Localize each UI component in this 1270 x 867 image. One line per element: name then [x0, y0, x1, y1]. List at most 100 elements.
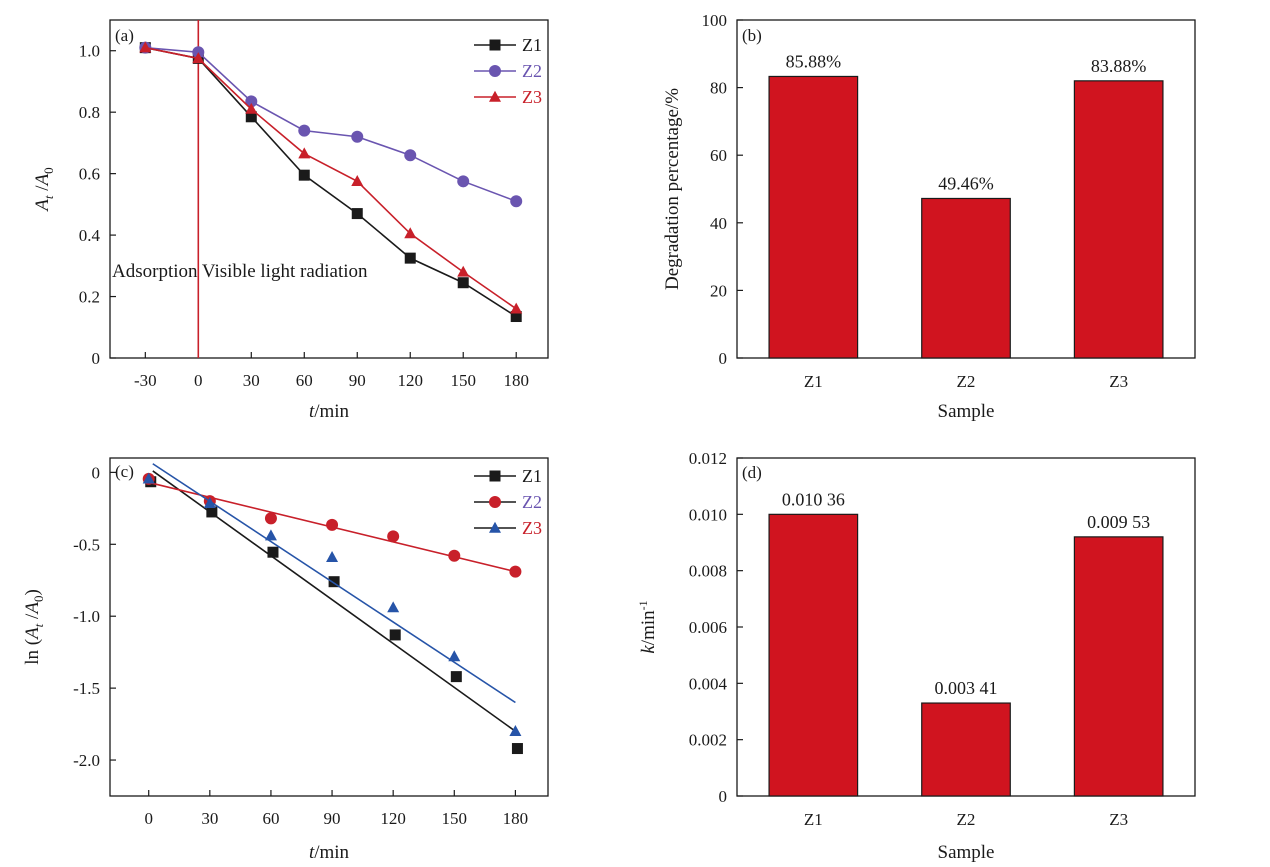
panel-a-y-axis-label: At /A0: [32, 167, 56, 212]
panel-c-point-z1: [389, 629, 401, 641]
panel-b-label: (b): [742, 26, 762, 45]
panel-a-y-tick-label: 0.6: [79, 165, 100, 184]
panel-a-y-tick-label: 0.2: [79, 288, 100, 307]
panel-c-point-z1: [450, 671, 462, 683]
panel-a-point-z2: [510, 195, 523, 208]
panel-a-point-z1: [298, 169, 310, 181]
panel-c-point-z3: [203, 497, 216, 509]
panel-c-x-tick-label: 90: [324, 809, 341, 828]
panel-a-legend: Z1 Z2 Z3: [474, 35, 542, 107]
panel-d-bars: 0.010 36 0.003 41 0.009 53: [768, 489, 1164, 797]
panel-b-bars: 85.88% 49.46% 83.88%: [768, 51, 1164, 359]
panel-b-y-tick-label: 0: [719, 349, 728, 368]
panel-b-y-tick-label: 60: [710, 146, 727, 165]
panel-a-y-tick-label: 0.4: [79, 226, 101, 245]
panel-c-fit-line-z3: [152, 463, 516, 704]
panel-a-annotation: Adsorption Visible light radiation: [112, 261, 368, 282]
panel-c-point-z2: [264, 512, 277, 525]
panel-b-y-tick-label: 20: [710, 281, 727, 300]
panel-b-data-label-z3: 83.88%: [1091, 56, 1147, 76]
panel-a-legend-marker-z3: [489, 90, 501, 102]
panel-c-kinetics-fit: 0 -0.5 -1.0 -1.5 -2.0 0 30 60 90 120 150 180 (c) Z1…: [22, 457, 549, 863]
panel-d-data-label-z1: 0.010 36: [782, 489, 845, 509]
panel-a-legend-label-z1: Z1: [522, 35, 542, 55]
panel-b-degradation-bars: 0 20 40 60 80 100 Z1 Z2 Z3 85.88% 49.46% 83.88% (b…: [662, 11, 1196, 422]
panel-d-bar-z1: [768, 513, 859, 797]
panel-a-legend-marker-z2: [489, 65, 501, 77]
panel-b-bar-z1: [768, 75, 859, 359]
panel-a-point-z1: [457, 277, 469, 289]
panel-a-ticks: 0 0.2 0.4 0.6 0.8 1.0 -30 0 30 60 90 120 150 180: [79, 42, 529, 390]
panel-a-point-z2: [298, 124, 311, 137]
panel-a-frame: [109, 19, 549, 359]
panel-d-y-tick-label: 0.004: [689, 674, 728, 693]
panel-c-y-tick-label: -1.0: [73, 607, 100, 626]
panel-c-point-z3: [142, 472, 155, 484]
panel-c-legend-marker-z2: [489, 496, 501, 508]
panel-c-y-tick-label: -0.5: [73, 535, 100, 554]
panel-a-point-z1: [351, 208, 363, 220]
panel-a-point-z3: [404, 227, 417, 239]
panel-c-x-tick-label: 60: [262, 809, 279, 828]
panel-c-legend-marker-z1: [489, 470, 501, 482]
panel-d-x-axis-label: Sample: [938, 842, 995, 863]
panel-a-x-tick-label: 180: [503, 371, 529, 390]
panel-c-point-z2: [326, 518, 339, 531]
panel-d-x-tick-label: Z1: [804, 810, 823, 829]
panel-a-point-z2: [351, 130, 364, 143]
panel-c-y-tick-label: -1.5: [73, 679, 100, 698]
panel-b-y-axis-label: Degradation percentage/%: [662, 88, 683, 290]
panel-a-legend-marker-z1: [489, 39, 501, 51]
panel-a-point-z3: [139, 41, 152, 53]
panel-a-y-tick-label: 1.0: [79, 42, 100, 61]
panel-c-point-z1: [328, 576, 340, 588]
panel-d-y-tick-label: 0.002: [689, 731, 727, 750]
panel-b-ticks: 0 20 40 60 80 100 Z1 Z2 Z3: [702, 11, 1129, 391]
panel-d-y-tick-label: 0.010: [689, 505, 727, 524]
panel-c-legend-marker-z3: [489, 521, 501, 533]
panel-d-y-tick-label: 0.008: [689, 562, 727, 581]
panel-c-series: [142, 463, 523, 755]
panel-d-x-tick-label: Z3: [1109, 810, 1128, 829]
panel-c-point-z1: [206, 506, 218, 518]
panel-c-y-tick-label: 0: [92, 463, 101, 482]
panel-b-bar-z2: [921, 197, 1011, 359]
panel-a-point-z3: [351, 175, 364, 187]
panel-c-point-z3: [326, 550, 339, 562]
panel-c-frame: [109, 457, 549, 797]
panel-b-x-tick-label: Z2: [957, 372, 976, 391]
panel-a-point-z3: [510, 302, 523, 314]
panel-c-x-tick-label: 0: [144, 809, 153, 828]
panel-c-point-z3: [264, 529, 277, 541]
panel-b-y-tick-label: 80: [710, 79, 727, 98]
panel-a-legend-label-z2: Z2: [522, 61, 542, 81]
panel-a-point-z3: [298, 147, 311, 159]
panel-c-point-z3: [509, 725, 522, 736]
panel-d-y-tick-label: 0.006: [689, 618, 727, 637]
panel-a-x-tick-label: 30: [243, 371, 260, 390]
panel-a-x-tick-label: 60: [296, 371, 313, 390]
panel-a-x-tick-label: 150: [450, 371, 476, 390]
panel-c-x-tick-label: 120: [380, 809, 406, 828]
panel-d-rate-constant-bars: 0 0.002 0.004 0.006 0.008 0.010 0.012 Z1 Z2 Z3 0.…: [636, 449, 1196, 863]
panel-a-x-axis-label: t/min: [309, 401, 350, 422]
panel-a-series: [139, 41, 523, 323]
panel-a-x-tick-label: 90: [349, 371, 366, 390]
panel-d-y-axis-label: k/min-1: [636, 600, 659, 653]
panel-d-y-tick-label: 0.012: [689, 449, 727, 468]
panel-a-point-z1: [510, 311, 522, 323]
panel-c-legend: Z1 Z2 Z3: [474, 466, 542, 538]
panel-b-y-tick-label: 40: [710, 214, 727, 233]
panel-a-point-z2: [404, 149, 417, 162]
panel-a-point-z3: [245, 102, 258, 114]
panel-c-point-z1: [267, 546, 279, 558]
panel-b-data-label-z1: 85.88%: [786, 51, 842, 71]
panel-b-bar-z3: [1073, 80, 1164, 359]
panel-a-point-z2: [457, 175, 470, 188]
panel-c-label: (c): [115, 462, 134, 481]
panel-c-point-z1: [511, 743, 523, 755]
panel-c-x-tick-label: 30: [201, 809, 218, 828]
panel-a-degradation-curves: 00.20.40.60.81.0-30 0 30 60 90 120 150 180 (a) …: [32, 19, 549, 422]
panel-c-legend-label-z3: Z3: [522, 518, 542, 538]
panel-d-bar-z2: [921, 702, 1011, 797]
